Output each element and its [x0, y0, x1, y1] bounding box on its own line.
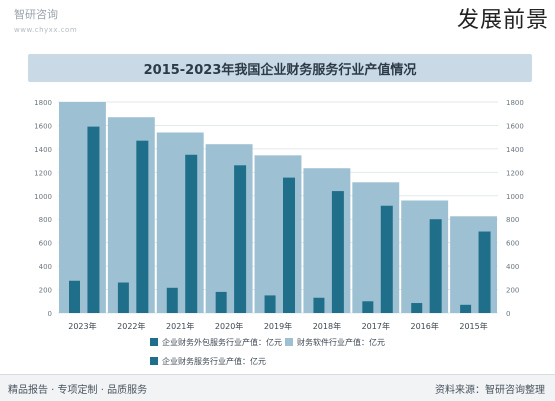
bar-enterprise	[362, 301, 374, 313]
footer-source: 资料来源：智研咨询整理	[435, 385, 545, 396]
y-tick-label-right: 1800	[506, 99, 524, 107]
y-tick-label-left: 1400	[34, 146, 52, 154]
legend-label: 财务软件行业产值：亿元	[297, 337, 385, 347]
x-tick-label: 2021年	[166, 321, 194, 331]
brand-url: www.chyxx.com	[14, 26, 78, 34]
bar-enterprise	[411, 303, 423, 313]
bar-outsourcing	[429, 219, 442, 313]
x-tick-label: 2023年	[68, 321, 96, 331]
y-tick-label-left: 1000	[34, 193, 52, 201]
bar-outsourcing	[185, 154, 198, 313]
y-tick-label-left: 1600	[34, 122, 52, 130]
x-tick-label: 2022年	[117, 321, 145, 331]
bar-outsourcing	[234, 165, 247, 313]
y-tick-label-right: 1200	[506, 169, 524, 177]
legend-label: 企业财务外包服务行业产值：亿元	[162, 337, 282, 347]
brand-logo: 智研咨询	[14, 8, 58, 21]
y-tick-label-right: 1000	[506, 193, 524, 201]
y-tick-label-left: 200	[39, 287, 52, 295]
bar-enterprise	[460, 304, 472, 313]
bar-outsourcing	[136, 140, 149, 313]
y-tick-label-right: 400	[506, 263, 519, 271]
corner-title: 发展前景	[456, 8, 549, 33]
bar-outsourcing	[331, 191, 344, 313]
legend-swatch	[150, 357, 158, 365]
y-tick-label-left: 400	[39, 263, 52, 271]
x-tick-label: 2016年	[410, 321, 438, 331]
y-tick-label-right: 1600	[506, 122, 524, 130]
bar-enterprise	[69, 280, 80, 313]
bar-outsourcing	[283, 177, 295, 313]
x-tick-label: 2018年	[313, 321, 341, 331]
y-tick-label-right: 800	[506, 216, 519, 224]
y-tick-label-right: 1400	[506, 146, 524, 154]
bar-enterprise	[215, 291, 227, 313]
y-tick-label-left: 1200	[34, 169, 52, 177]
y-tick-label-left: 800	[39, 216, 52, 224]
chart-title: 2015-2023年我国企业财务服务行业产值情况	[28, 54, 532, 82]
bar-enterprise	[117, 282, 129, 313]
y-tick-label-left: 0	[48, 310, 52, 318]
legend-swatch	[285, 338, 293, 346]
bar-outsourcing	[380, 205, 393, 313]
y-tick-label-left: 1800	[34, 99, 52, 107]
footer-tagline: 精品报告 · 专项定制 · 品质服务	[8, 385, 148, 396]
y-tick-label-right: 200	[506, 287, 519, 295]
x-tick-label: 2019年	[264, 321, 292, 331]
footer-bar: 精品报告 · 专项定制 · 品质服务 资料来源：智研咨询整理	[0, 374, 555, 401]
bar-outsourcing	[478, 231, 491, 313]
x-tick-label: 2020年	[215, 321, 243, 331]
legend-swatch	[150, 338, 158, 346]
y-tick-label-right: 0	[506, 310, 510, 318]
bar-outsourcing	[87, 126, 100, 313]
y-tick-label-left: 600	[39, 240, 52, 248]
bar-enterprise	[264, 295, 276, 313]
x-tick-label: 2015年	[459, 321, 487, 331]
legend-label: 企业财务服务行业产值：亿元	[162, 356, 266, 366]
bar-enterprise	[166, 287, 178, 313]
x-tick-label: 2017年	[362, 321, 390, 331]
bar-enterprise	[313, 297, 325, 313]
y-tick-label-right: 600	[506, 240, 519, 248]
